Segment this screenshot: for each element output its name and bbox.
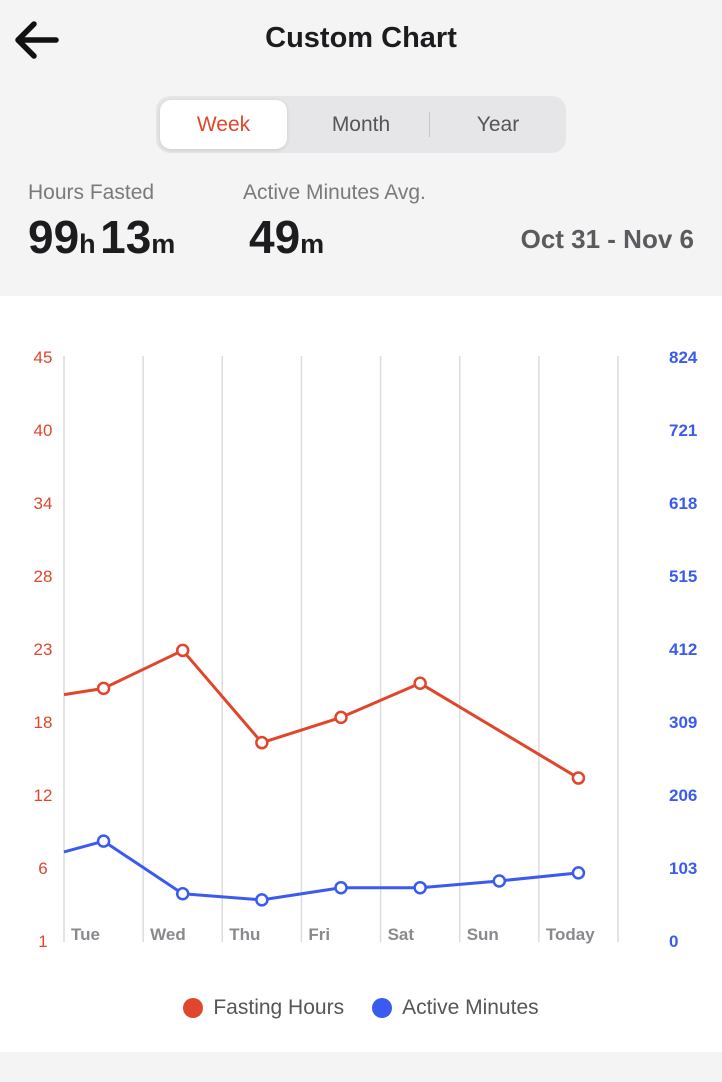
- right-axis-tick: 515: [669, 567, 697, 586]
- right-axis-tick: 206: [669, 786, 697, 805]
- tab-week[interactable]: Week: [160, 100, 287, 149]
- data-point-fasting: [96, 681, 111, 696]
- chart-card: 45 40 34 28 23 18 12 6 1 824 721 618 515 412 309 206 103…: [0, 296, 722, 1052]
- left-axis-tick: 18: [34, 713, 53, 732]
- left-axis-tick: 23: [34, 640, 53, 659]
- legend-item-fasting: Fasting Hours: [183, 996, 344, 1020]
- x-axis-label: Wed: [150, 925, 186, 944]
- legend-label-active: Active Minutes: [402, 996, 539, 1019]
- active-minutes-value: 49m: [249, 210, 324, 264]
- data-point-active: [255, 893, 269, 907]
- date-range: Oct 31 - Nov 6: [520, 224, 694, 254]
- arrow-left-icon: [15, 21, 59, 59]
- right-axis-tick: 721: [669, 421, 697, 440]
- active-minutes-unit: m: [300, 229, 325, 259]
- hours-fasted-value: 99h 13m: [28, 210, 175, 264]
- active-minutes-label: Active Minutes Avg.: [243, 181, 426, 204]
- legend-dot-fasting: [183, 998, 204, 1018]
- legend-label-fasting: Fasting Hours: [213, 996, 345, 1019]
- active-minutes-number: 49: [249, 211, 301, 263]
- hours-fasted-hours: 99: [28, 211, 80, 263]
- right-axis-tick: 412: [669, 640, 697, 659]
- x-axis-label: Tue: [71, 925, 100, 944]
- back-button[interactable]: [12, 16, 60, 64]
- data-point-fasting: [413, 676, 427, 691]
- series-line-fasting: [63, 648, 580, 780]
- x-axis-label: Thu: [229, 925, 260, 944]
- segment-divider: [429, 112, 430, 137]
- x-axis-label: Sun: [467, 925, 499, 944]
- data-point-active: [175, 887, 190, 901]
- data-point-active: [571, 866, 586, 880]
- left-axis-tick: 28: [34, 567, 53, 586]
- right-axis-tick: 0: [669, 932, 678, 951]
- data-point-active: [96, 834, 111, 848]
- right-axis-tick: 824: [669, 348, 698, 367]
- page-title: Custom Chart: [265, 22, 457, 54]
- left-axis-tick: 1: [38, 932, 47, 951]
- period-segmented-control: Week Month Year: [156, 96, 566, 153]
- x-axis-label: Today: [546, 925, 595, 944]
- data-point-fasting: [175, 643, 190, 658]
- header: Custom Chart: [0, 0, 722, 80]
- data-point-active: [492, 874, 507, 888]
- left-axis-tick: 34: [34, 494, 53, 513]
- minutes-unit: m: [151, 229, 176, 259]
- tab-month[interactable]: Month: [331, 113, 391, 136]
- right-axis-tick: 618: [669, 494, 697, 513]
- data-point-fasting: [255, 735, 269, 750]
- data-point-fasting: [334, 710, 348, 725]
- left-axis-tick: 12: [34, 786, 53, 805]
- data-point-active: [334, 880, 348, 895]
- hours-fasted-label: Hours Fasted: [28, 181, 155, 204]
- line-chart: 45 40 34 28 23 18 12 6 1 824 721 618 515 412 309 206 103…: [34, 348, 698, 951]
- series-line-active: [63, 839, 579, 902]
- x-axis-label: Fri: [308, 925, 330, 944]
- x-axis-label: Sat: [388, 925, 415, 944]
- hours-unit: h: [79, 229, 96, 259]
- tab-year[interactable]: Year: [476, 113, 520, 136]
- data-point-fasting: [571, 771, 586, 785]
- right-axis-tick: 309: [669, 713, 697, 732]
- chart-legend: Fasting Hours Active Minutes: [0, 988, 722, 1028]
- left-axis-tick: 45: [34, 348, 53, 367]
- left-axis-tick: 40: [34, 421, 53, 440]
- hours-fasted-minutes: 13: [100, 211, 152, 263]
- right-axis-tick: 103: [669, 859, 697, 878]
- legend-item-active: Active Minutes: [372, 996, 539, 1020]
- legend-dot-active: [372, 998, 393, 1018]
- left-axis-tick: 6: [38, 859, 47, 878]
- data-point-active: [413, 880, 427, 895]
